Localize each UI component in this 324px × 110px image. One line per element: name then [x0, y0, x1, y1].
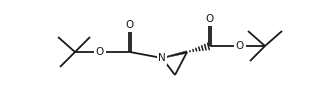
Text: O: O [236, 41, 244, 51]
Text: N: N [158, 53, 166, 63]
Polygon shape [162, 51, 187, 59]
Text: O: O [126, 20, 134, 30]
Text: O: O [206, 14, 214, 24]
Text: O: O [96, 47, 104, 57]
